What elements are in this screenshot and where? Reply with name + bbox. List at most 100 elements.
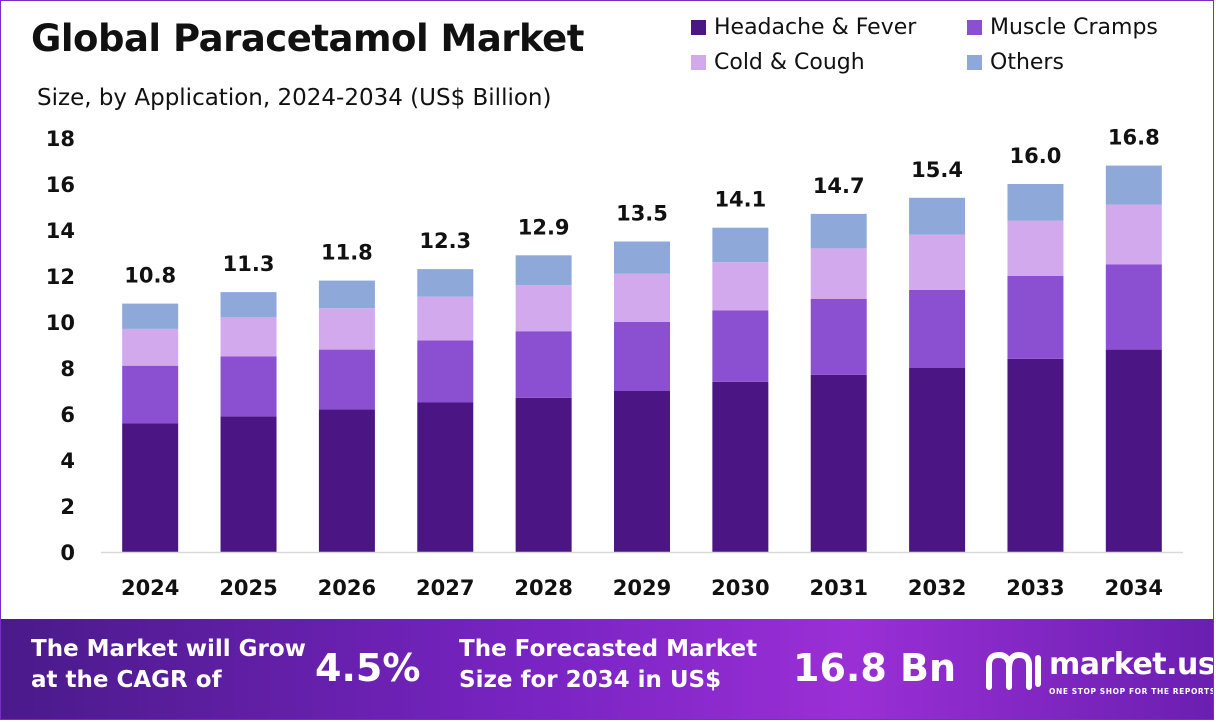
brand-name: market.us	[1049, 647, 1214, 682]
total-data-label: 11.3	[223, 252, 275, 276]
x-tick-label: 2033	[1006, 576, 1064, 600]
x-tick-label: 2025	[219, 576, 277, 600]
bar-segment	[417, 340, 474, 403]
bar-segment	[318, 349, 375, 410]
y-tick-label: 0	[60, 541, 75, 565]
bar-segment	[1105, 349, 1162, 552]
bar-segment	[1007, 184, 1064, 221]
bar-series-group	[122, 165, 1162, 552]
y-tick-label: 10	[46, 311, 75, 335]
total-data-label: 10.8	[124, 264, 176, 288]
bar-segment	[1007, 220, 1064, 276]
legend-swatch	[967, 20, 982, 35]
x-tick-label: 2026	[318, 576, 376, 600]
bar-segment	[220, 317, 277, 357]
bar-segment	[417, 402, 474, 552]
x-tick-label: 2031	[810, 576, 868, 600]
bar-segment	[417, 296, 474, 341]
legend-swatch	[967, 55, 982, 70]
stacked-bar-chart: 0 2 4 6 8 10 12 14 16 18 2024 2025 2026 2027 2028 2029…	[46, 126, 1183, 600]
bar-segment	[614, 241, 670, 274]
bar-segment	[712, 310, 769, 382]
bar-segment	[318, 308, 375, 350]
total-data-label: 16.0	[1010, 144, 1062, 168]
bar-segment	[614, 391, 670, 552]
chart-subtitle: Size, by Application, 2024-2034 (US$ Bil…	[37, 85, 552, 111]
total-data-label: 16.8	[1108, 126, 1160, 150]
brand-tagline: ONE STOP SHOP FOR THE REPORTS	[1049, 687, 1214, 696]
bar-segment	[122, 365, 179, 424]
x-tick-label: 2034	[1105, 576, 1163, 600]
bar-segment	[1007, 276, 1064, 359]
forecast-label: The Forecasted Market Size for 2034 in U…	[459, 636, 758, 693]
y-tick-label: 4	[60, 449, 75, 473]
bar-segment	[1007, 358, 1064, 552]
bar-segment	[515, 285, 572, 332]
bar-segment	[614, 273, 670, 322]
bar-segment	[614, 322, 670, 391]
bar-segment	[417, 269, 474, 297]
y-tick-label: 2	[60, 495, 75, 519]
total-data-label: 12.9	[518, 215, 570, 239]
total-data-label: 11.8	[321, 241, 373, 265]
legend-label: Cold & Cough	[714, 50, 865, 75]
bar-segment	[810, 374, 867, 552]
x-tick-label: 2032	[908, 576, 966, 600]
total-data-label: 14.7	[813, 174, 865, 198]
x-tick-label: 2029	[613, 576, 671, 600]
bar-segment	[909, 289, 966, 368]
x-axis: 2024 2025 2026 2027 2028 2029 2030 2031 2032 2033…	[101, 551, 1183, 600]
bar-segment	[318, 280, 375, 309]
legend-item: Muscle Cramps	[967, 15, 1158, 40]
bar-segment	[220, 416, 277, 552]
legend-item: Headache & Fever	[691, 15, 916, 40]
bar-segment	[909, 368, 966, 552]
cagr-value: 4.5%	[315, 646, 421, 690]
bar-segment	[810, 299, 867, 375]
bar-segment	[515, 397, 572, 552]
brand-logo: market.us ONE STOP SHOP FOR THE REPORTS	[985, 645, 1214, 705]
total-data-label: 13.5	[616, 202, 668, 226]
legend-item: Cold & Cough	[691, 50, 865, 75]
y-tick-label: 12	[46, 265, 75, 289]
x-tick-label: 2024	[121, 576, 179, 600]
bar-segment	[1105, 264, 1162, 350]
bar-segment	[712, 227, 769, 263]
bar-segment	[712, 262, 769, 311]
y-tick-label: 16	[46, 173, 75, 197]
y-axis: 0 2 4 6 8 10 12 14 16 18	[46, 127, 75, 565]
total-labels-group: 10.8 11.3 11.8 12.3 12.9 13.5 14.1 14.7 15.4 16.0…	[124, 126, 1159, 288]
y-tick-label: 8	[60, 357, 75, 381]
bar-segment	[712, 381, 769, 552]
bar-segment	[220, 356, 277, 417]
bar-segment	[1105, 204, 1162, 265]
y-tick-label: 6	[60, 403, 75, 427]
total-data-label: 12.3	[419, 229, 471, 253]
bar-segment	[122, 328, 179, 366]
chart-legend: Headache & Fever Muscle Cramps Cold & Coug…	[691, 15, 1211, 95]
bar-segment	[122, 423, 179, 552]
bar-segment	[810, 248, 867, 299]
x-tick-label: 2028	[514, 576, 572, 600]
x-tick-label: 2030	[711, 576, 769, 600]
bar-segment	[122, 303, 179, 329]
legend-label: Muscle Cramps	[990, 15, 1158, 40]
total-data-label: 15.4	[911, 158, 963, 182]
forecast-value: 16.8 Bn	[793, 646, 957, 690]
bar-segment	[1105, 165, 1162, 205]
total-data-label: 14.1	[714, 188, 766, 212]
y-tick-label: 18	[46, 127, 75, 151]
x-tick-label: 2027	[416, 576, 474, 600]
y-tick-label: 14	[46, 219, 75, 243]
legend-label: Others	[990, 50, 1064, 75]
bar-segment	[515, 331, 572, 398]
chart-title: Global Paracetamol Market	[31, 17, 584, 60]
bar-segment	[909, 234, 966, 290]
legend-swatch	[691, 55, 706, 70]
bar-segment	[220, 292, 277, 318]
cagr-label: The Market will Grow at the CAGR of	[31, 636, 306, 693]
summary-banner: The Market will Grow at the CAGR of 4.5%…	[1, 619, 1214, 719]
bar-segment	[515, 255, 572, 286]
bar-segment	[810, 213, 867, 249]
